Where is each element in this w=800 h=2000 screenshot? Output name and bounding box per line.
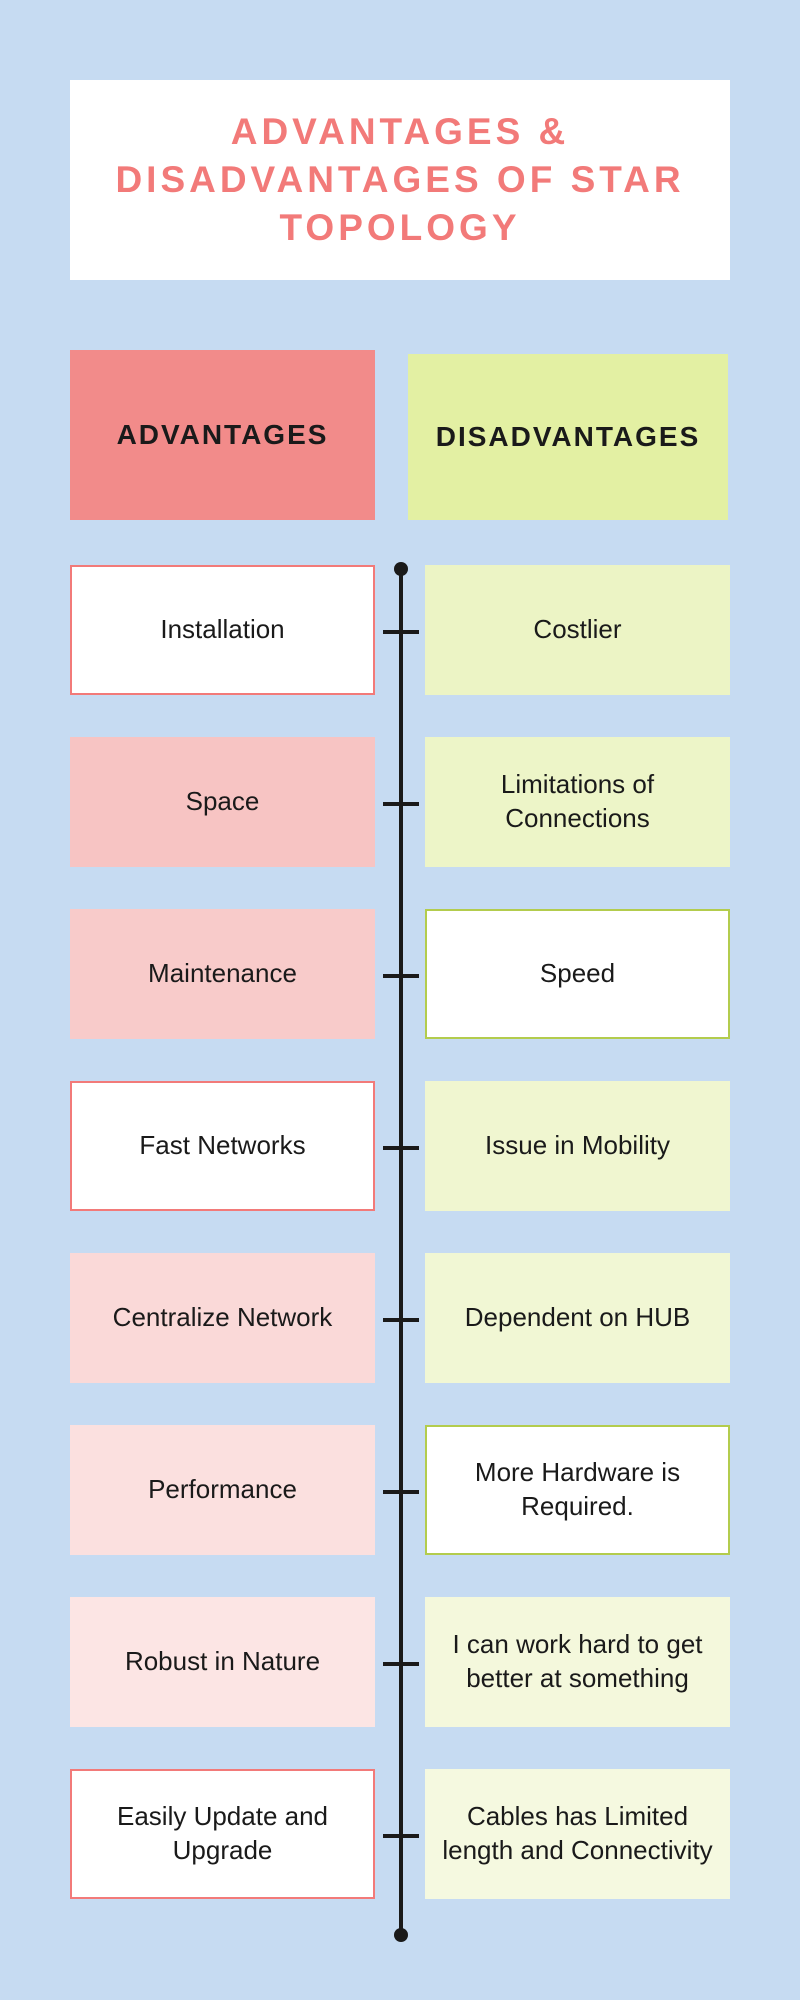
advantage-card-label: Fast Networks [139, 1129, 305, 1163]
advantage-card-label: Performance [148, 1473, 297, 1507]
advantages-header: ADVANTAGES [70, 350, 375, 520]
disadvantage-card: Cables has Limited length and Connectivi… [425, 1769, 730, 1899]
advantage-card-label: Space [186, 785, 260, 819]
disadvantage-card: Dependent on HUB [425, 1253, 730, 1383]
disadvantage-card-label: More Hardware is Required. [437, 1456, 718, 1524]
disadvantage-card: Speed [425, 909, 730, 1039]
timeline-dot-top [394, 562, 408, 576]
advantage-card: Fast Networks [70, 1081, 375, 1211]
disadvantages-header: DISADVANTAGES [408, 354, 728, 520]
advantage-card: Maintenance [70, 909, 375, 1039]
advantage-card: Installation [70, 565, 375, 695]
timeline-tick [383, 1490, 419, 1494]
disadvantage-card-label: Costlier [533, 613, 621, 647]
disadvantage-card-label: Issue in Mobility [485, 1129, 670, 1163]
disadvantage-card: I can work hard to get better at somethi… [425, 1597, 730, 1727]
advantage-card: Space [70, 737, 375, 867]
disadvantage-card-label: Speed [540, 957, 615, 991]
disadvantage-card-label: Cables has Limited length and Connectivi… [435, 1800, 720, 1868]
title-box: ADVANTAGES & DISADVANTAGES OF STAR TOPOL… [70, 80, 730, 280]
timeline-tick [383, 1834, 419, 1838]
timeline-dot-bottom [394, 1928, 408, 1942]
disadvantage-card-label: I can work hard to get better at somethi… [435, 1628, 720, 1696]
timeline-tick [383, 974, 419, 978]
advantages-header-label: ADVANTAGES [117, 419, 329, 451]
disadvantage-card: Limitations of Connections [425, 737, 730, 867]
advantage-card-label: Easily Update and Upgrade [82, 1800, 363, 1868]
disadvantage-card-label: Dependent on HUB [465, 1301, 690, 1335]
advantage-card-label: Maintenance [148, 957, 297, 991]
timeline-tick [383, 802, 419, 806]
advantage-card: Robust in Nature [70, 1597, 375, 1727]
disadvantages-header-label: DISADVANTAGES [436, 421, 701, 453]
advantage-card-label: Installation [160, 613, 284, 647]
timeline-tick [383, 630, 419, 634]
advantage-card-label: Centralize Network [113, 1301, 333, 1335]
disadvantage-card: More Hardware is Required. [425, 1425, 730, 1555]
advantage-card: Performance [70, 1425, 375, 1555]
disadvantage-card: Costlier [425, 565, 730, 695]
timeline-tick [383, 1662, 419, 1666]
advantage-card: Centralize Network [70, 1253, 375, 1383]
disadvantage-card: Issue in Mobility [425, 1081, 730, 1211]
timeline-tick [383, 1146, 419, 1150]
disadvantage-card-label: Limitations of Connections [435, 768, 720, 836]
timeline-tick [383, 1318, 419, 1322]
advantage-card: Easily Update and Upgrade [70, 1769, 375, 1899]
timeline-line [399, 565, 403, 1935]
page-title: ADVANTAGES & DISADVANTAGES OF STAR TOPOL… [90, 108, 710, 252]
advantage-card-label: Robust in Nature [125, 1645, 320, 1679]
